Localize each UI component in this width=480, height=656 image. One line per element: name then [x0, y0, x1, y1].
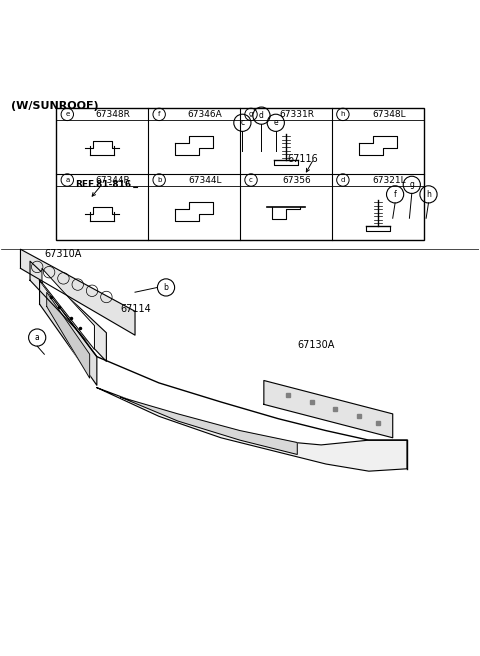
Text: c: c — [249, 177, 253, 183]
Text: 67116: 67116 — [288, 154, 318, 163]
Text: f: f — [158, 112, 160, 117]
Text: a: a — [65, 177, 70, 183]
Text: 67348L: 67348L — [372, 110, 406, 119]
Text: e: e — [274, 118, 278, 127]
Text: 67346A: 67346A — [188, 110, 222, 119]
Text: 67344L: 67344L — [188, 176, 222, 184]
Polygon shape — [21, 249, 135, 335]
Polygon shape — [47, 292, 90, 378]
Text: g: g — [249, 112, 253, 117]
Text: d: d — [341, 177, 345, 183]
Text: 67348R: 67348R — [96, 110, 131, 119]
Text: a: a — [35, 333, 39, 342]
Text: e: e — [65, 112, 70, 117]
Text: f: f — [394, 190, 396, 199]
Text: 67356: 67356 — [283, 176, 312, 184]
Text: b: b — [157, 177, 161, 183]
Text: (W/SUNROOF): (W/SUNROOF) — [11, 101, 98, 112]
Text: 67331R: 67331R — [279, 110, 314, 119]
Text: h: h — [341, 112, 345, 117]
Polygon shape — [39, 280, 97, 385]
Text: h: h — [426, 190, 431, 199]
Text: REF.81-816: REF.81-816 — [75, 180, 132, 190]
Polygon shape — [42, 268, 95, 350]
Text: 67130A: 67130A — [297, 340, 335, 350]
Text: 67114: 67114 — [120, 304, 152, 314]
Text: 67344R: 67344R — [96, 176, 131, 184]
Text: c: c — [240, 118, 244, 127]
Polygon shape — [264, 380, 393, 438]
Text: b: b — [164, 283, 168, 292]
Text: g: g — [409, 180, 414, 190]
Polygon shape — [97, 388, 407, 471]
Polygon shape — [120, 397, 297, 455]
Polygon shape — [30, 261, 107, 361]
Text: 67321L: 67321L — [372, 176, 406, 184]
Text: d: d — [259, 111, 264, 120]
Text: 67310A: 67310A — [44, 249, 82, 259]
